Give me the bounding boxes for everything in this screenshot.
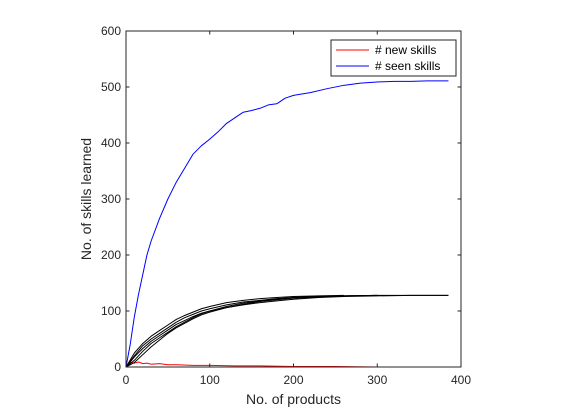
axes-layer: 0 100 200 300 400 0 100 200 300 400 500 600 xyxy=(101,24,471,387)
x-tick-label-3: 300 xyxy=(367,373,387,387)
y-tick-label-3: 300 xyxy=(101,192,121,206)
series-layer xyxy=(125,80,449,368)
y-tick-label-0: 0 xyxy=(114,360,121,374)
x-axis-title: No. of products xyxy=(246,391,341,407)
series-line-6 xyxy=(125,294,378,368)
x-tick-label-0: 0 xyxy=(123,373,130,387)
series-line-4 xyxy=(125,294,344,368)
legend-box xyxy=(330,39,457,77)
y-tick-label-5: 500 xyxy=(101,80,121,94)
plot-area xyxy=(126,31,461,367)
legend: # new skills # seen skills xyxy=(330,39,457,77)
legend-label-1: # seen skills xyxy=(375,59,440,73)
x-tick-label-2: 200 xyxy=(283,373,303,387)
series-line-1 xyxy=(125,80,449,368)
y-tick-label-6: 600 xyxy=(101,24,121,38)
series-line-5 xyxy=(125,294,449,368)
x-tick-label-4: 400 xyxy=(451,373,471,387)
y-tick-label-2: 200 xyxy=(101,248,121,262)
series-line-3 xyxy=(125,294,378,368)
x-tick-label-1: 100 xyxy=(200,373,220,387)
y-axis-title: No. of skills learned xyxy=(78,138,94,260)
legend-label-0: # new skills xyxy=(375,43,436,57)
series-line-0 xyxy=(125,361,449,368)
y-tick-label-1: 100 xyxy=(101,304,121,318)
y-tick-label-4: 400 xyxy=(101,136,121,150)
